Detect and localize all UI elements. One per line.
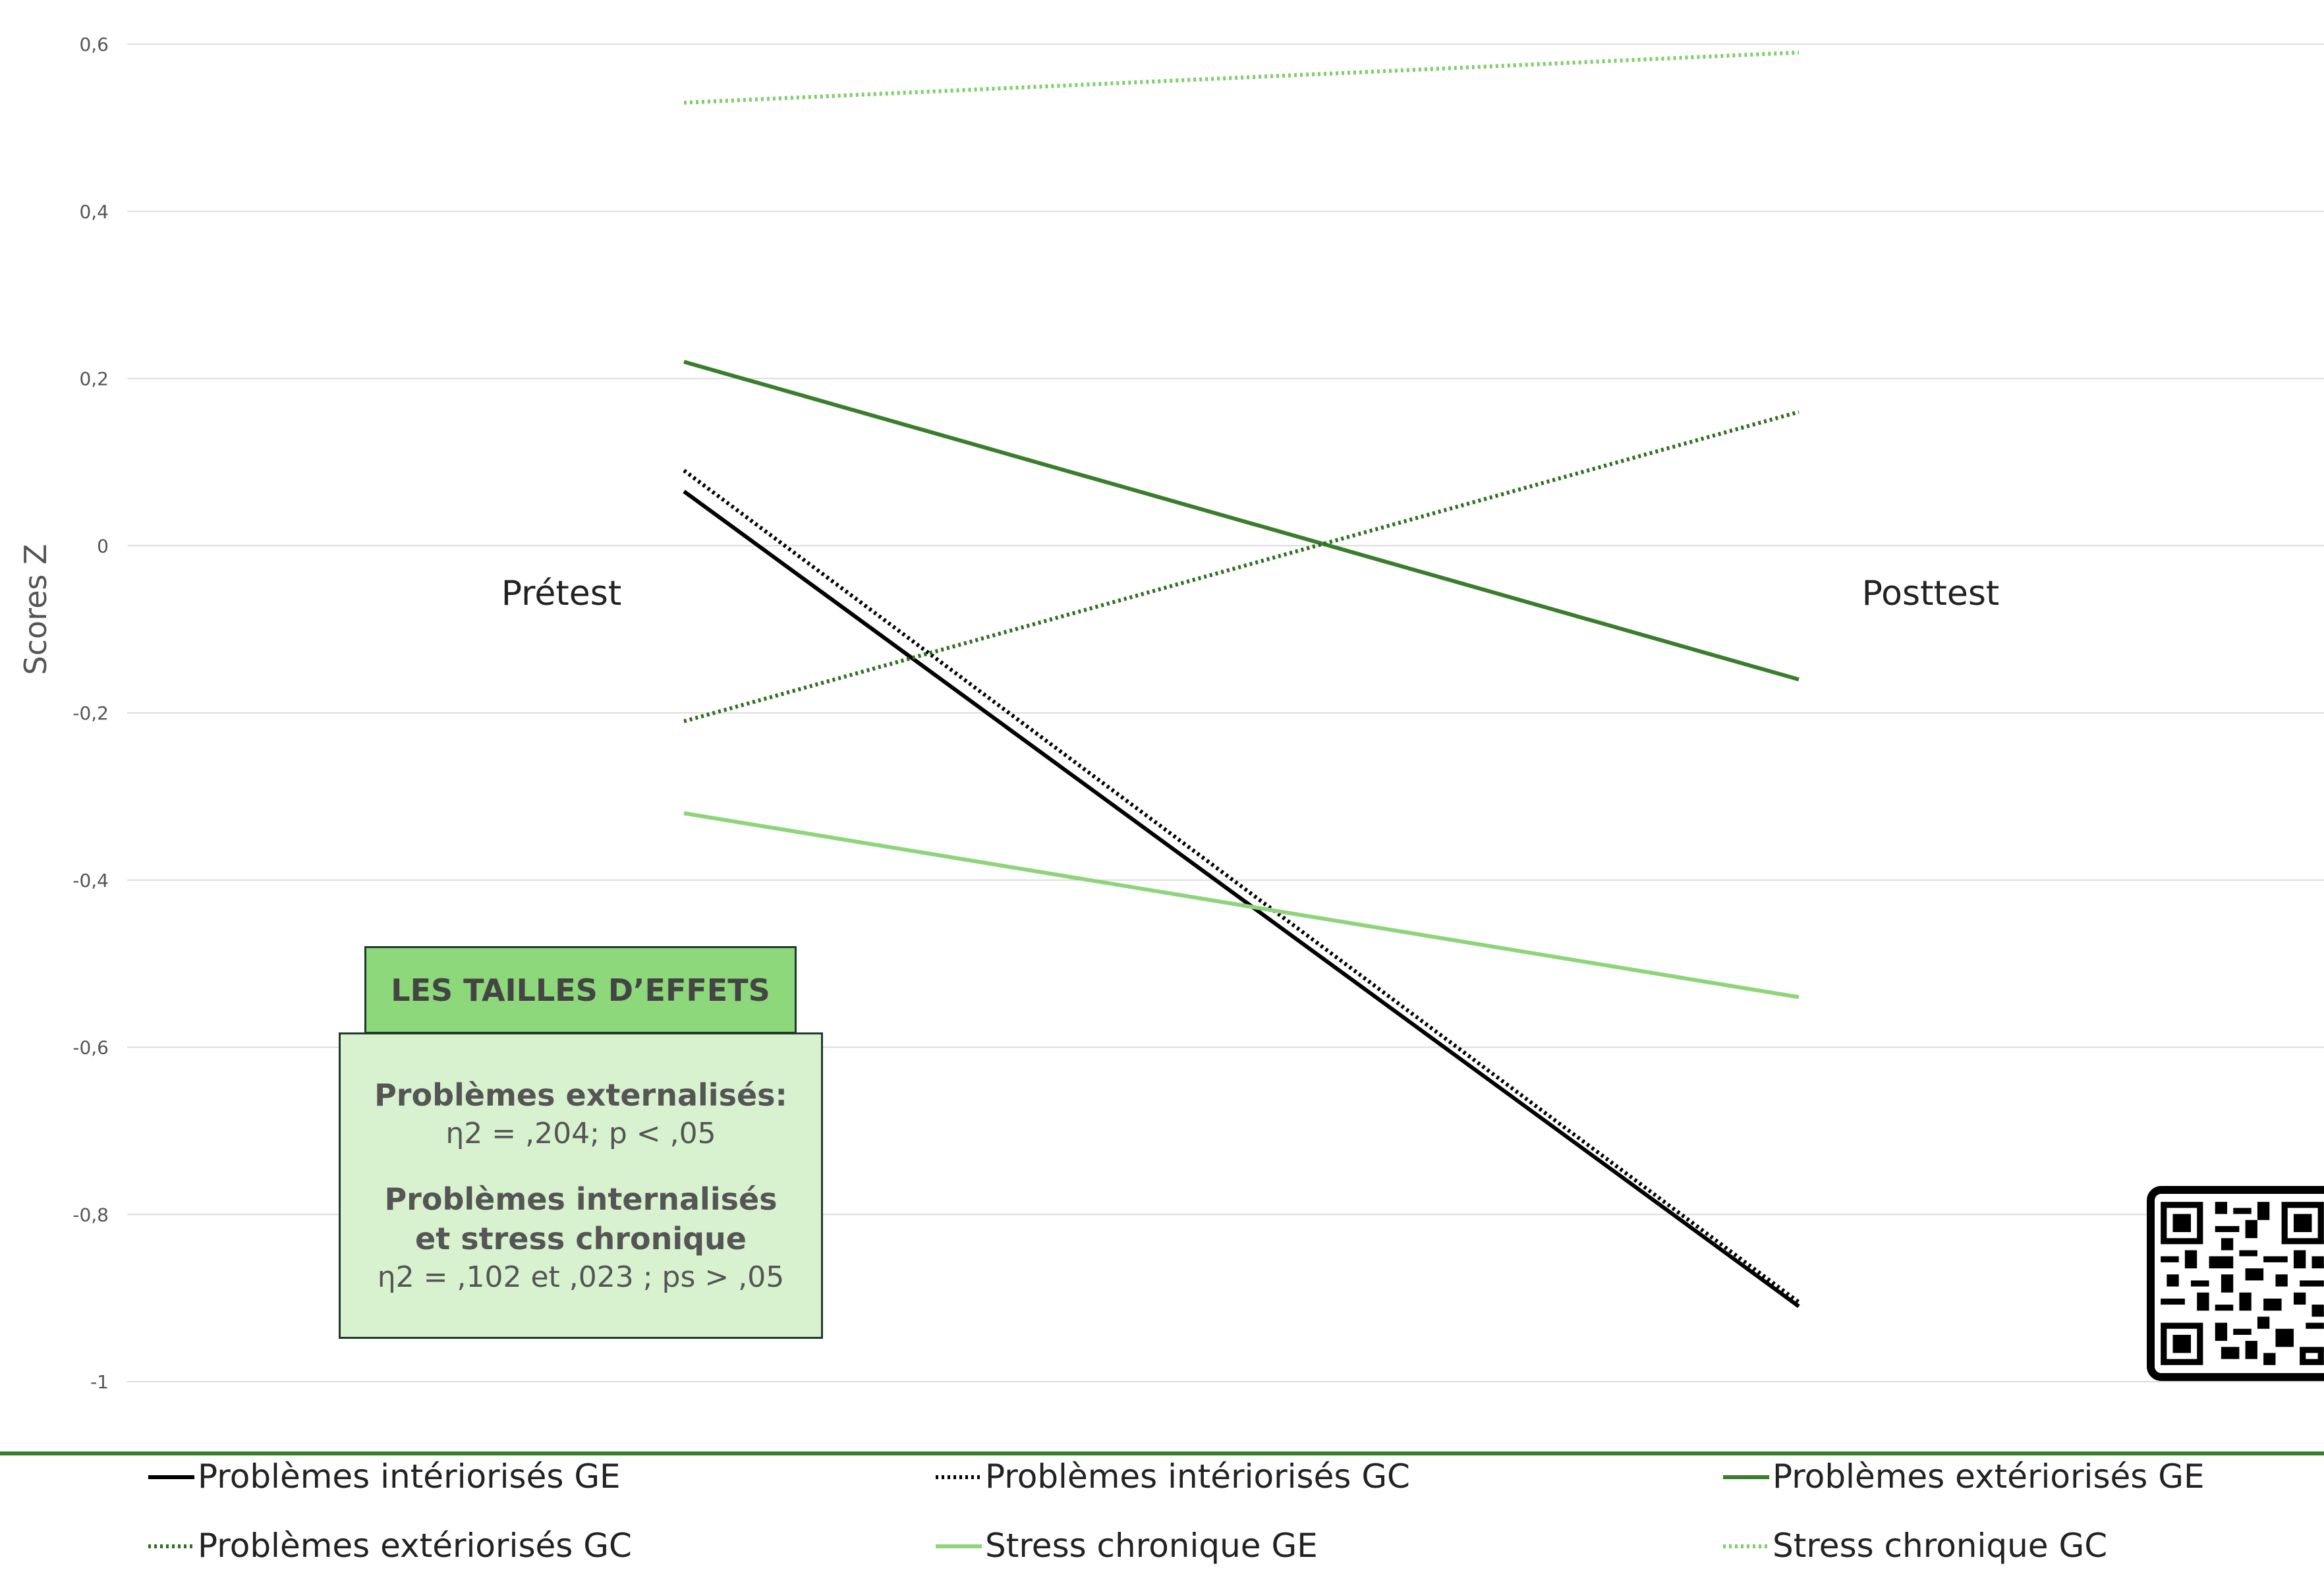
effect-stat-internalized: η2 = ,102 et ,023 ; ps > ,05 [377, 1260, 785, 1294]
legend-label: Stress chronique GC [1772, 1527, 2107, 1565]
y-tick-label: -0,2 [72, 702, 109, 724]
y-tick-label: -1 [90, 1371, 109, 1393]
y-tick-label: -0,8 [72, 1204, 109, 1225]
legend-label: Problèmes extériorisés GC [198, 1527, 632, 1565]
legend-label: Problèmes intériorisés GE [198, 1457, 621, 1496]
x-label-pretest: Prétest [501, 574, 622, 613]
effect-size-box: Problèmes externalisés: η2 = ,204; p < ,… [339, 1032, 823, 1339]
y-tick-labels: 0,6 0,4 0,2 0 -0,2 -0,4 -0,6 -0,8 -1 [72, 34, 109, 1393]
y-tick-label: -0,6 [72, 1037, 109, 1059]
legend: Problèmes intériorisés GE Problèmes intér… [148, 1457, 2205, 1565]
series-line [683, 468, 1800, 1304]
series-line [683, 410, 1800, 723]
series-line [683, 50, 1800, 105]
y-tick-label: -0,4 [72, 870, 109, 891]
y-axis-label: Scores Z [18, 544, 53, 675]
y-tick-label: 0,2 [79, 368, 109, 390]
y-tick-label: 0 [97, 535, 109, 557]
qr-code-icon[interactable] [2147, 1186, 2324, 1381]
effect-size-header: LES TAILLES D’EFFETS [364, 946, 797, 1034]
series-line [683, 811, 1800, 999]
y-tick-label: 0,4 [79, 201, 109, 223]
effect-title-internalized: Problèmes internalisés et stress chroniq… [384, 1181, 778, 1256]
series-lines [683, 50, 1800, 1309]
legend-label: Stress chronique GE [985, 1527, 1318, 1565]
y-tick-label: 0,6 [79, 34, 109, 55]
effect-stat-externalized: η2 = ,204; p < ,05 [445, 1116, 716, 1150]
legend-label: Problèmes extériorisés GE [1772, 1457, 2205, 1496]
effect-title-externalized: Problèmes externalisés: [374, 1077, 787, 1113]
series-line [683, 490, 1800, 1309]
series-line [683, 360, 1800, 682]
legend-label: Problèmes intériorisés GC [985, 1457, 1410, 1496]
x-label-posttest: Posttest [1862, 574, 2000, 613]
